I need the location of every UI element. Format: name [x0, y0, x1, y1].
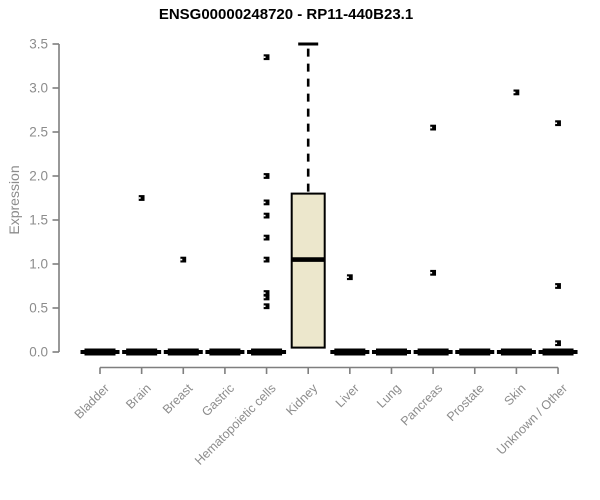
- outlier-point-notch: [263, 258, 266, 261]
- box-brain: [126, 348, 158, 356]
- outlier-point: [263, 294, 270, 301]
- x-tick-label: Unknown / Other: [494, 381, 570, 457]
- outlier-point-notch: [263, 56, 266, 58]
- outlier-point: [430, 269, 437, 276]
- outlier-point-notch: [263, 201, 266, 204]
- box-gastric: [209, 348, 241, 356]
- box-breast: [167, 348, 199, 356]
- y-tick-label: 0.0: [29, 345, 48, 360]
- x-tick-label: Lung: [374, 381, 404, 411]
- y-tick-label: 2.5: [29, 125, 48, 140]
- x-tick-label: Hematopoietic cells: [192, 381, 279, 468]
- outlier-point: [263, 234, 270, 241]
- outlier-point-notch: [263, 296, 266, 299]
- y-tick-label: 3.0: [29, 81, 48, 96]
- outlier-point-notch: [555, 342, 558, 344]
- outlier-point: [263, 199, 270, 206]
- x-tick-label: Brain: [123, 381, 154, 412]
- outlier-point: [180, 256, 187, 263]
- outlier-point-notch: [263, 175, 266, 177]
- outlier-point: [138, 195, 145, 201]
- box-hematopoietic-cells: [251, 348, 283, 356]
- y-tick-label: 1.5: [29, 213, 48, 228]
- box-liver: [334, 348, 366, 356]
- outlier-point-notch: [263, 292, 266, 294]
- x-tick-label: Breast: [160, 381, 196, 417]
- box-prostate: [459, 348, 491, 356]
- chart-title: ENSG00000248720 - RP11-440B23.1: [158, 6, 414, 23]
- outlier-point: [263, 303, 270, 310]
- outlier-point-notch: [555, 122, 558, 124]
- outlier-point: [430, 124, 437, 131]
- box-kidney: [290, 192, 326, 349]
- outlier-point: [555, 340, 561, 347]
- y-tick-label: 0.5: [29, 301, 48, 316]
- outlier-point-notch: [513, 91, 516, 94]
- box-skin: [500, 348, 532, 356]
- outlier-point: [263, 54, 270, 61]
- x-tick-label: Skin: [501, 381, 528, 408]
- outlier-point-notch: [263, 214, 266, 217]
- x-tick-label: Gastric: [199, 381, 237, 419]
- outlier-point: [263, 212, 270, 219]
- outlier-point-notch: [555, 285, 558, 287]
- outlier-point-notch: [180, 258, 183, 261]
- outlier-point: [346, 274, 353, 281]
- outlier-point-notch: [263, 236, 266, 239]
- x-tick-label: Prostate: [444, 381, 487, 424]
- y-tick-label: 1.0: [29, 257, 48, 272]
- outlier-point-notch: [263, 305, 266, 308]
- x-tick-label: Liver: [333, 381, 362, 410]
- outlier-point-notch: [346, 276, 349, 278]
- y-tick-label: 2.0: [29, 169, 48, 184]
- box-bladder: [84, 348, 116, 356]
- y-tick-label: 3.5: [29, 37, 48, 52]
- outlier-point: [555, 283, 561, 289]
- box-pancreas: [417, 348, 449, 356]
- outlier-point-notch: [138, 197, 141, 199]
- box-lung: [375, 348, 407, 356]
- x-tick-label: Bladder: [72, 381, 112, 421]
- outlier-point: [263, 256, 270, 263]
- outlier-point: [263, 173, 270, 179]
- outlier-point: [513, 89, 520, 96]
- outlier-point-notch: [430, 272, 433, 274]
- outlier-point: [263, 290, 270, 296]
- outlier-point-notch: [430, 126, 433, 129]
- box-unknown-other: [542, 348, 574, 356]
- outlier-point: [555, 120, 561, 127]
- x-tick-label: Pancreas: [398, 381, 445, 428]
- x-tick-label: Kidney: [283, 381, 320, 418]
